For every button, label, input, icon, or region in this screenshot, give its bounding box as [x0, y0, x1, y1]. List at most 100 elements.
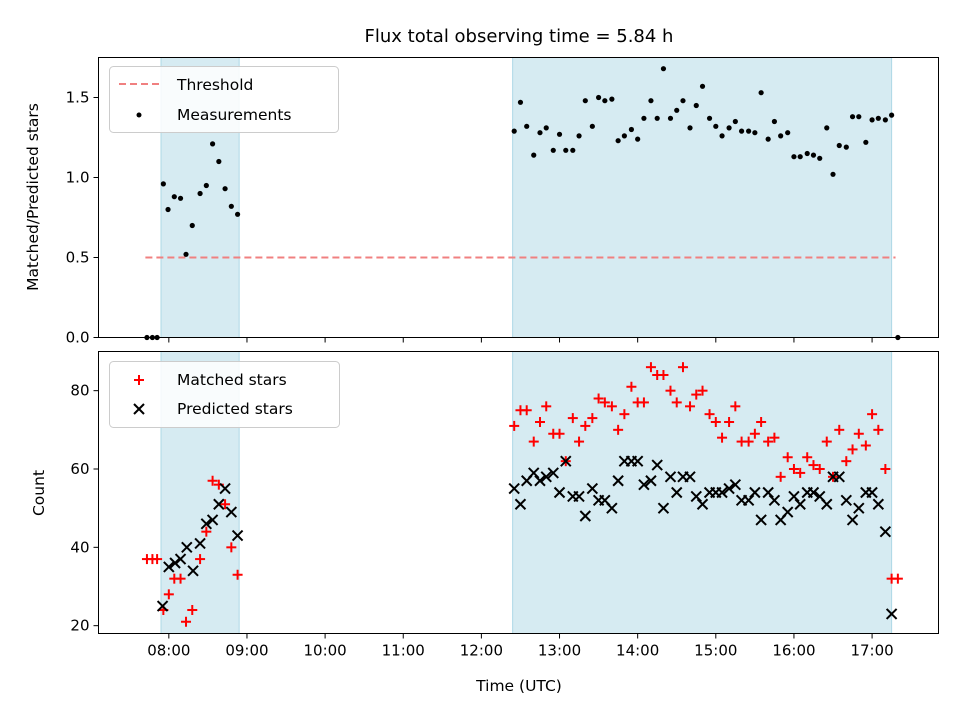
top-panel: 0.0 0.5 1.0 1.5 Matched/Predicted stars Thr…: [24, 57, 939, 347]
matched-stars-point: [775, 471, 786, 482]
matched-stars-point: [232, 569, 243, 580]
y-tick-label: 0.5: [66, 249, 90, 267]
matched-stars-point: [677, 362, 688, 373]
top-panel-x-ticks: [168, 337, 873, 343]
measurement-point: [160, 181, 166, 187]
bottom-panel-y-axis-label: Count: [30, 470, 48, 516]
legend-predicted-swatch: [133, 403, 145, 415]
x-tick-label: 09:00: [225, 642, 268, 660]
measurement-point: [863, 139, 869, 145]
measurement-point: [511, 128, 517, 134]
measurement-point: [791, 154, 797, 160]
legend-measurements-swatch: [136, 112, 142, 118]
matched-stars-point: [613, 424, 624, 435]
predicted-stars-point: [156, 600, 169, 612]
predicted-stars-point: [729, 478, 742, 491]
measurement-point: [674, 107, 680, 113]
x-axis-label: Time (UTC): [475, 677, 562, 695]
measurement-point: [602, 98, 608, 104]
y-tick-label: 1.5: [66, 89, 90, 107]
predicted-stars-point: [833, 471, 845, 483]
matched-stars-point: [534, 417, 545, 427]
matched-stars-point: [599, 397, 610, 408]
predicted-stars-point: [872, 498, 885, 510]
measurement-point: [197, 190, 203, 197]
predicted-stars-point: [579, 510, 592, 522]
y-tick-label: 80: [70, 382, 89, 400]
predicted-stars-point: [696, 498, 709, 510]
matched-stars-point: [606, 401, 617, 412]
measurement-point: [582, 98, 588, 104]
measurement-point: [189, 222, 195, 229]
matched-stars-point: [749, 428, 760, 439]
x-tick-label: 16:00: [772, 642, 815, 660]
matched-stars-point: [802, 452, 813, 463]
matched-stars-point: [691, 389, 702, 400]
matched-stars-point: [717, 432, 728, 443]
measurement-point: [830, 171, 836, 177]
measurement-point: [654, 115, 660, 121]
measurement-point: [778, 133, 784, 139]
matched-stars-point: [593, 393, 604, 404]
predicted-stars-point: [553, 486, 566, 499]
predicted-stars-point: [508, 482, 520, 495]
predicted-stars-point: [638, 478, 650, 491]
predicted-stars-point: [879, 525, 892, 538]
matched-stars-point: [814, 464, 825, 474]
matched-stars-point: [638, 397, 649, 408]
predicted-stars-point: [788, 490, 800, 503]
matched-stars-point: [841, 456, 852, 467]
measurement-point: [882, 117, 888, 123]
matched-stars-point: [567, 413, 578, 424]
measurement-point: [706, 115, 713, 121]
bottom-panel-points: [141, 362, 903, 627]
matched-stars-point: [860, 440, 871, 451]
measurement-point: [609, 96, 615, 102]
y-tick-label: 0.0: [66, 329, 90, 347]
matched-stars-point: [795, 467, 806, 478]
predicted-stars-point: [163, 561, 175, 573]
measurement-point: [228, 203, 234, 209]
predicted-stars-point: [573, 490, 585, 503]
measurement-point: [765, 136, 771, 142]
legend-label-threshold: Threshold: [176, 76, 253, 94]
predicted-stars-point: [742, 494, 755, 507]
matched-stars-point: [892, 573, 903, 584]
bottom-panel-x-ticks: 08:00 09:00 10:00 11:00 12:00 13:00 14:00 15:00…: [147, 633, 894, 660]
matched-stars-point: [201, 526, 212, 537]
measurement-point: [570, 147, 576, 153]
measurement-point: [216, 158, 222, 165]
measurement-point: [641, 115, 647, 121]
measurement-point: [621, 133, 627, 139]
measurement-point: [804, 150, 810, 157]
legend-matched-swatch: [134, 375, 144, 385]
predicted-stars-point: [657, 502, 670, 514]
measurement-point: [648, 98, 654, 104]
y-tick-label: 20: [70, 617, 89, 635]
matched-stars-point: [509, 420, 520, 431]
x-tick-label: 17:00: [850, 642, 893, 660]
measurement-point: [524, 123, 530, 129]
matched-stars-point: [658, 370, 669, 380]
matched-stars-point: [541, 401, 552, 412]
top-panel-points: [144, 66, 901, 341]
matched-stars-point: [580, 420, 591, 431]
measurement-point: [563, 147, 569, 153]
x-tick-label: 14:00: [616, 642, 659, 660]
chart-title: Flux total observing time = 5.84 h: [365, 26, 674, 47]
x-tick-label: 11:00: [382, 642, 425, 660]
measurement-point: [719, 133, 725, 139]
matched-stars-point: [704, 409, 715, 420]
top-panel-legend: Threshold Measurements: [109, 66, 339, 133]
matched-stars-point: [880, 464, 891, 474]
bottom-panel-y-ticks: 20 40 60 80: [70, 382, 99, 635]
predicted-stars-point: [631, 455, 644, 467]
legend-box: [109, 66, 339, 133]
measurement-point: [660, 66, 667, 72]
predicted-stars-point: [794, 498, 806, 510]
predicted-stars-point: [225, 506, 238, 518]
predicted-stars-point: [664, 471, 677, 483]
matched-stars-point: [710, 417, 721, 427]
matched-stars-point: [574, 436, 585, 447]
